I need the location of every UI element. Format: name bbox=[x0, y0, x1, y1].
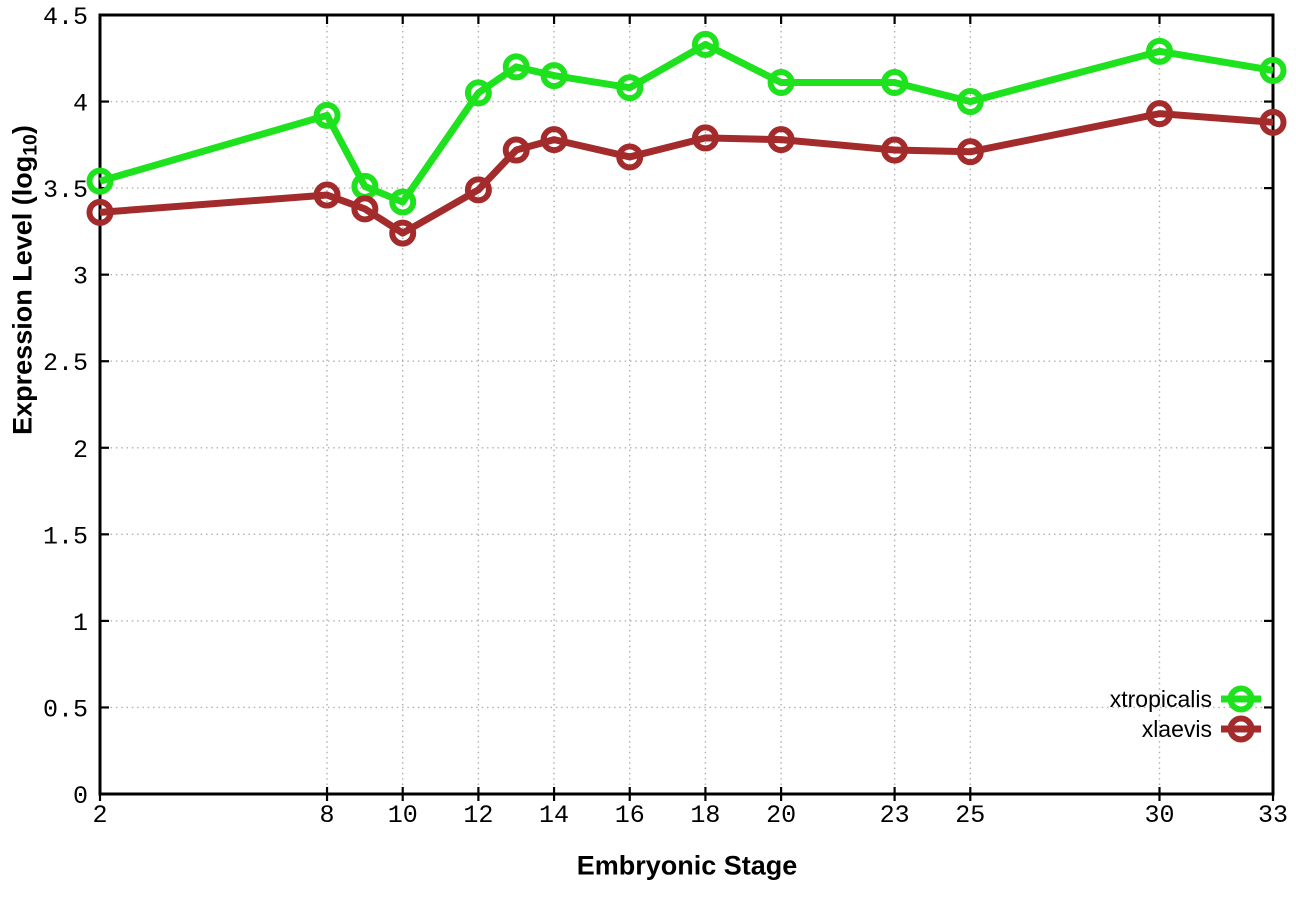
y-tick-label: 1 bbox=[73, 609, 88, 638]
data-point-xlaevis bbox=[956, 138, 984, 166]
data-point-xtropicalis bbox=[502, 53, 530, 81]
x-tick-label: 23 bbox=[880, 801, 910, 830]
data-point-xlaevis bbox=[464, 176, 492, 204]
data-point-xlaevis bbox=[389, 219, 417, 247]
y-tick-label: 1.5 bbox=[43, 522, 88, 551]
y-tick-label: 4 bbox=[73, 90, 88, 119]
y-tick-label: 2 bbox=[73, 436, 88, 465]
x-tick-label: 8 bbox=[320, 801, 335, 830]
data-point-xtropicalis bbox=[1259, 56, 1287, 84]
x-tick-label: 25 bbox=[955, 801, 985, 830]
data-point-xlaevis bbox=[616, 143, 644, 171]
data-point-xlaevis bbox=[540, 126, 568, 154]
y-tick-label: 2.5 bbox=[43, 349, 88, 378]
x-tick-label: 33 bbox=[1258, 801, 1288, 830]
data-point-xlaevis bbox=[881, 136, 909, 164]
y-tick-label: 4.5 bbox=[43, 3, 88, 32]
x-tick-label: 12 bbox=[463, 801, 493, 830]
y-axis-title-text: Expression Level (log bbox=[7, 155, 38, 435]
data-point-xtropicalis bbox=[767, 69, 795, 97]
y-axis-title: Expression Level (log10) bbox=[8, 125, 43, 435]
legend-marker-xtropicalis bbox=[1227, 685, 1255, 713]
data-point-xlaevis bbox=[767, 126, 795, 154]
x-tick-label: 30 bbox=[1144, 801, 1174, 830]
x-tick-label: 2 bbox=[92, 801, 107, 830]
data-point-xlaevis bbox=[1259, 108, 1287, 136]
y-axis-title-subscript: 10 bbox=[19, 134, 42, 156]
data-point-xtropicalis bbox=[464, 79, 492, 107]
legend-marker-xlaevis bbox=[1227, 715, 1255, 743]
data-point-xtropicalis bbox=[86, 167, 114, 195]
data-point-xtropicalis bbox=[389, 188, 417, 216]
data-point-xtropicalis bbox=[540, 62, 568, 90]
data-point-xlaevis bbox=[313, 181, 341, 209]
y-tick-label: 3.5 bbox=[43, 176, 88, 205]
legend-label-xtropicalis: xtropicalis bbox=[1110, 686, 1212, 712]
data-point-xlaevis bbox=[691, 124, 719, 152]
data-point-xtropicalis bbox=[1145, 37, 1173, 65]
legend-label-xlaevis: xlaevis bbox=[1142, 716, 1212, 742]
plot-border bbox=[98, 13, 1275, 796]
data-point-xlaevis bbox=[502, 136, 530, 164]
y-tick-label: 0 bbox=[73, 782, 88, 811]
y-tick-label: 0.5 bbox=[43, 695, 88, 724]
y-tick-label: 3 bbox=[73, 263, 88, 292]
x-tick-label: 20 bbox=[766, 801, 796, 830]
data-point-xtropicalis bbox=[881, 69, 909, 97]
data-point-xtropicalis bbox=[956, 88, 984, 116]
x-tick-label: 10 bbox=[388, 801, 418, 830]
x-tick-label: 16 bbox=[615, 801, 645, 830]
x-tick-label: 18 bbox=[690, 801, 720, 830]
x-axis-title: Embryonic Stage bbox=[576, 850, 798, 881]
x-tick-label: 14 bbox=[539, 801, 569, 830]
data-point-xtropicalis bbox=[313, 101, 341, 129]
data-point-xlaevis bbox=[86, 198, 114, 226]
y-axis-title-suffix: ) bbox=[7, 125, 38, 135]
data-point-xlaevis bbox=[351, 195, 379, 223]
data-point-xlaevis bbox=[1145, 100, 1173, 128]
data-point-xtropicalis bbox=[616, 74, 644, 102]
data-point-xtropicalis bbox=[691, 30, 719, 58]
